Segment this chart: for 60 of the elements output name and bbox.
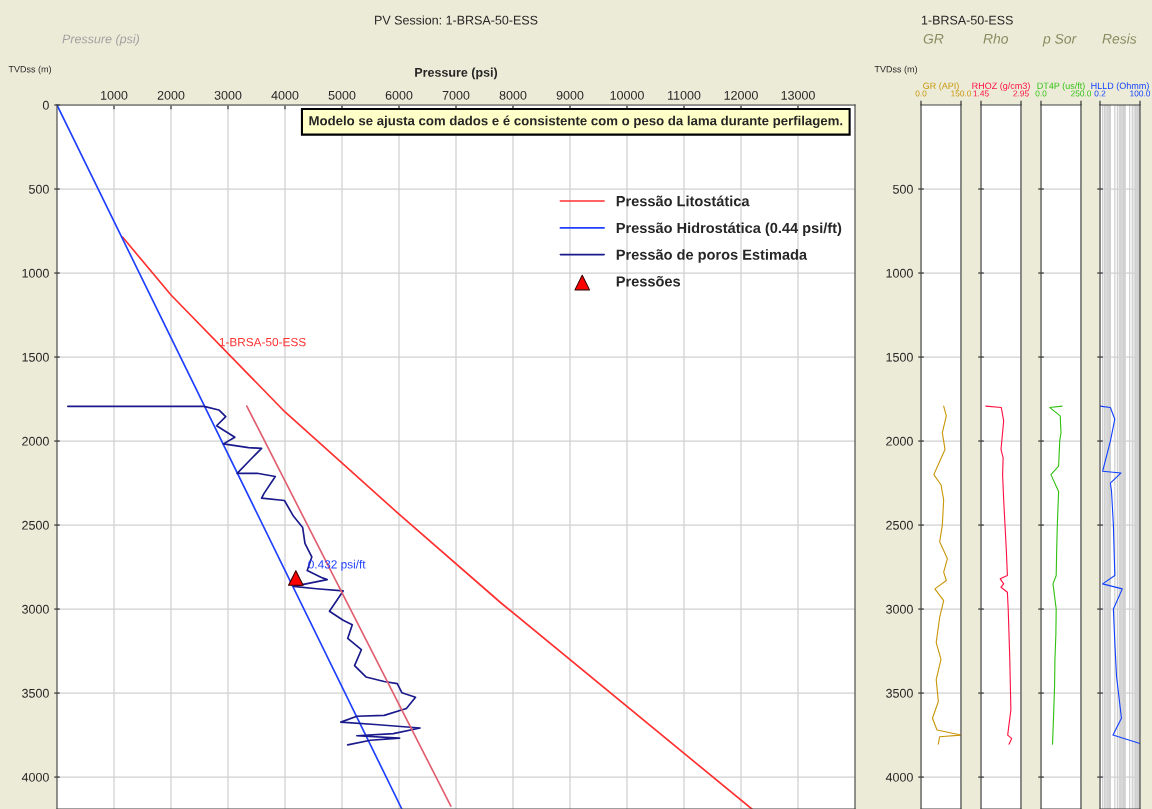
y-tick-label: 3000 — [22, 604, 49, 614]
x-tick-label: 5000 — [328, 90, 356, 100]
x-tick-label: 3000 — [214, 90, 242, 100]
x-tick-label: 4000 — [271, 90, 299, 100]
y-tick-label: 3500 — [22, 688, 49, 698]
x-tick-label: 12000 — [724, 90, 758, 100]
y-tick-label: 2500 — [22, 520, 49, 530]
x-tick-label: 100.0 — [1130, 90, 1151, 97]
x-tick-label: 0.2 — [1094, 90, 1106, 97]
chart-subtitle: Pressure (psi) — [62, 34, 140, 46]
x-tick-label: 8000 — [499, 90, 527, 100]
x-tick-label: 13000 — [781, 90, 815, 100]
y-axis-title: TVDss (m) — [874, 65, 917, 75]
y-axis-title: TVDss (m) — [8, 65, 51, 75]
line-series — [931, 405, 961, 745]
annotation: Modelo se ajusta com dados e é consistente com o peso da lama durante perfilagem. — [309, 115, 843, 129]
chart-title: 1-BRSA-50-ESS — [921, 15, 1013, 25]
x-tick-label: 0.0 — [1035, 90, 1047, 97]
x-axis-title: GR (API) — [923, 82, 959, 91]
chart-subtitle: p Sor — [1042, 33, 1077, 47]
chart-subtitle: Rho — [983, 33, 1009, 44]
legend-label: Pressão Litostática — [616, 195, 750, 207]
x-tick-label: 6000 — [385, 90, 413, 100]
y-tick-label: 4000 — [885, 772, 913, 782]
legend-label: Pressão de poros Estimada — [616, 249, 808, 263]
y-tick-label: 2500 — [886, 520, 913, 530]
chart-subtitle: GR — [923, 33, 944, 44]
x-tick-label: 11000 — [668, 90, 701, 100]
y-tick-label: 500 — [29, 184, 49, 194]
x-tick-label: 10000 — [610, 90, 644, 100]
x-tick-label: 150.0 — [951, 90, 972, 97]
y-tick-label: 1000 — [22, 268, 49, 278]
y-tick-label: 1500 — [22, 352, 49, 362]
y-tick-label: 3500 — [886, 688, 913, 698]
y-tick-label: 0 — [42, 100, 49, 110]
y-tick-label: 2000 — [22, 436, 49, 446]
x-axis-title: Pressure (psi) — [415, 67, 498, 80]
legend-label: Pressão Hidrostática (0.44 psi/ft) — [616, 222, 842, 237]
x-axis-title: RHOZ (g/cm3) — [972, 82, 1030, 91]
y-tick-label: 2000 — [886, 436, 913, 446]
x-tick-label: 0.0 — [915, 90, 927, 97]
x-tick-label: 1.45 — [973, 90, 989, 97]
y-tick-label: 1000 — [886, 268, 913, 278]
annotation: 1-BRSA-50-ESS — [219, 337, 306, 347]
x-tick-label: 1000 — [101, 90, 128, 100]
legend-label: Pressões — [616, 275, 681, 287]
line-series — [66, 405, 421, 746]
y-tick-label: 3000 — [886, 604, 913, 614]
y-tick-label: 500 — [893, 184, 913, 194]
chart-title: PV Session: 1-BRSA-50-ESS — [375, 15, 538, 25]
x-axis-title: HLLD (Ohmm) — [1091, 82, 1149, 91]
chart-subtitle: Resis — [1102, 33, 1137, 44]
x-tick-label: 7000 — [442, 90, 470, 100]
x-tick-label: 250.0 — [1070, 90, 1092, 97]
x-tick-label: 2.95 — [1013, 90, 1029, 97]
x-tick-label: 2000 — [157, 90, 185, 100]
y-tick-label: 1500 — [886, 352, 913, 362]
x-axis-title: DT4P (us/ft) — [1037, 82, 1085, 91]
x-tick-label: 9000 — [556, 90, 584, 100]
y-tick-label: 4000 — [21, 772, 49, 782]
